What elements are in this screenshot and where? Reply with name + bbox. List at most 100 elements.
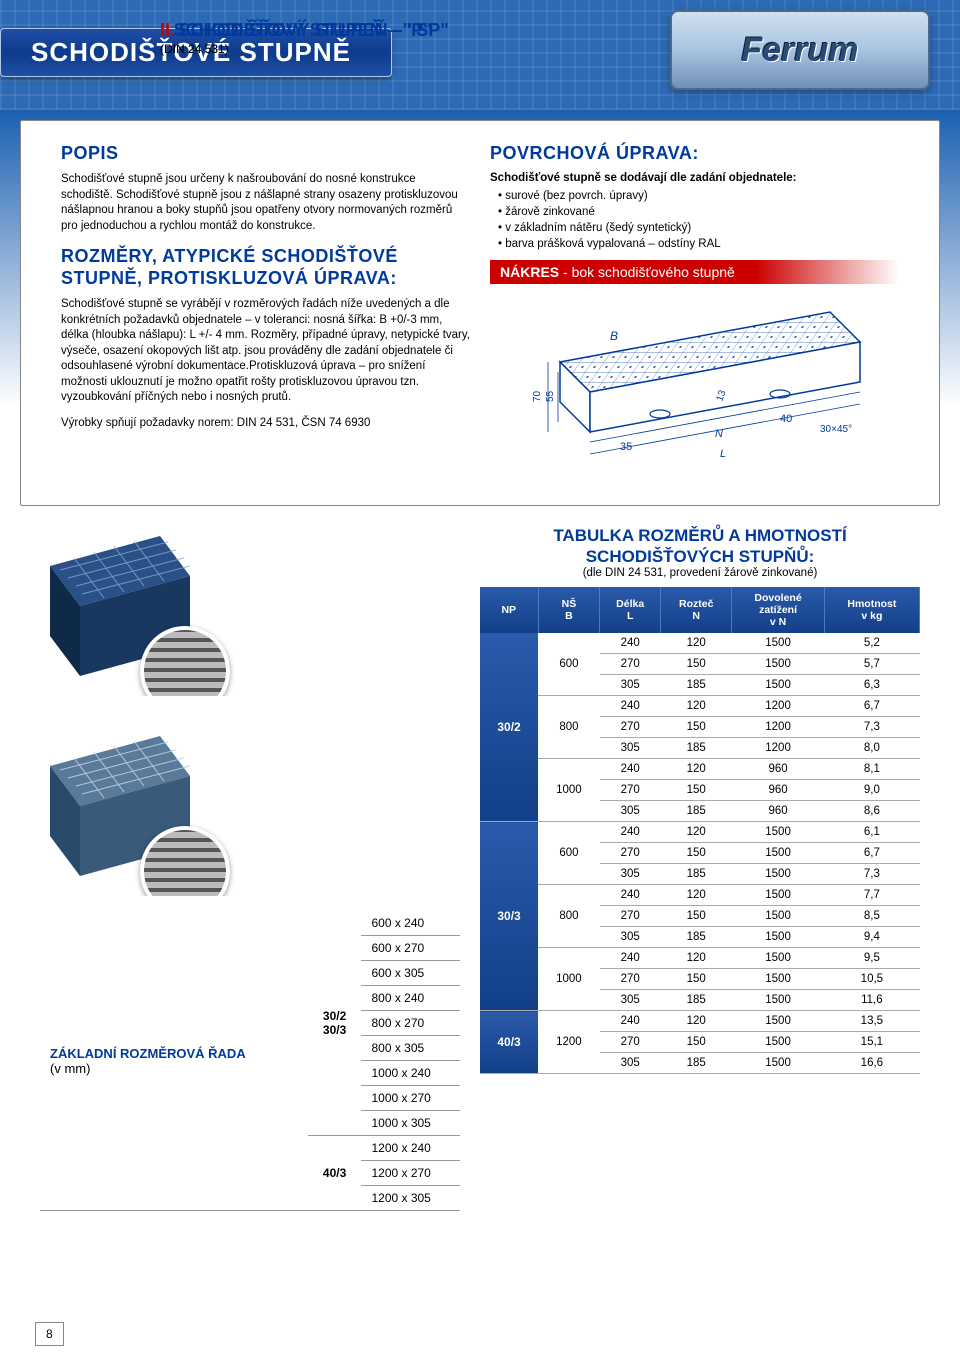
dim-cell: 150 (661, 717, 732, 738)
dim-cell: 6,3 (824, 675, 919, 696)
lower-col-left: I. SCHODIŠŤOVÝ STUPEŇ – "P" (DIN 24 531) (40, 526, 460, 1211)
dim-cell: 1500 (732, 654, 824, 675)
dim-cell: 7,3 (824, 717, 919, 738)
svg-text:70: 70 (532, 391, 543, 403)
dim-np-cell: 30/3 (480, 822, 538, 1011)
dim-cell: 120 (661, 822, 732, 843)
dim-cell: 13,5 (824, 1011, 919, 1032)
dim-cell: 185 (661, 801, 732, 822)
dim-col-header: NŠB (538, 587, 600, 633)
svg-text:30×45°: 30×45° (820, 424, 852, 435)
dim-cell: 11,6 (824, 990, 919, 1011)
dim-col-header: Dovolenézatíženív N (732, 587, 824, 633)
dim-cell: 185 (661, 738, 732, 759)
size-range-table: ZÁKLADNÍ ROZMĚROVÁ ŘADA(v mm)30/230/3600… (40, 911, 460, 1211)
size-cell: 600 x 270 (361, 936, 460, 961)
grating-image-sp (40, 726, 200, 886)
page-number: 8 (35, 1322, 64, 1346)
dim-cell: 8,1 (824, 759, 919, 780)
page-header: SCHODIŠŤOVÉ STUPNĚ Ferrum (0, 0, 960, 110)
dim-cell: 1200 (732, 717, 824, 738)
dim-cell: 1500 (732, 1011, 824, 1032)
dim-cell: 270 (600, 780, 661, 801)
dim-ns-cell: 1200 (538, 1011, 600, 1074)
size-cell: 800 x 240 (361, 986, 460, 1011)
size-cell: 1200 x 270 (361, 1161, 460, 1186)
povrch-list: surové (bez povrch. úpravy) žárově zinko… (490, 188, 899, 252)
popis-text: Schodišťové stupně jsou určeny k našroub… (61, 172, 470, 234)
size-range-header: ZÁKLADNÍ ROZMĚROVÁ ŘADA(v mm) (40, 911, 308, 1211)
dim-cell: 240 (600, 1011, 661, 1032)
dim-cell: 1500 (732, 822, 824, 843)
dim-cell: 240 (600, 696, 661, 717)
dim-cell: 270 (600, 906, 661, 927)
size-cell: 1000 x 240 (361, 1061, 460, 1086)
povrch-heading: POVRCHOVÁ ÚPRAVA: (490, 143, 899, 164)
dim-cell: 240 (600, 759, 661, 780)
rozmery-text-1: Schodišťové stupně se vyrábějí v rozměro… (61, 297, 470, 406)
rozmery-heading: ROZMĚRY, ATYPICKÉ SCHODIŠŤOVÉ STUPNĚ, PR… (61, 246, 470, 289)
dim-cell: 5,7 (824, 654, 919, 675)
dim-cell: 16,6 (824, 1053, 919, 1074)
dim-ns-cell: 600 (538, 822, 600, 885)
size-range-np: 30/230/3 (308, 911, 362, 1136)
dim-cell: 305 (600, 675, 661, 696)
content-col-right: POVRCHOVÁ ÚPRAVA: Schodišťové stupně se … (490, 141, 899, 475)
dim-cell: 270 (600, 843, 661, 864)
dim-cell: 960 (732, 801, 824, 822)
dim-ns-cell: 600 (538, 633, 600, 696)
dim-cell: 305 (600, 801, 661, 822)
dim-cell: 240 (600, 822, 661, 843)
popis-heading: POPIS (61, 143, 470, 164)
dim-cell: 8,6 (824, 801, 919, 822)
dim-cell: 150 (661, 906, 732, 927)
size-cell: 600 x 305 (361, 961, 460, 986)
dim-cell: 305 (600, 738, 661, 759)
dim-cell: 270 (600, 717, 661, 738)
size-cell: 1000 x 270 (361, 1086, 460, 1111)
dim-cell: 6,7 (824, 843, 919, 864)
dim-cell: 120 (661, 948, 732, 969)
nakres-title-strong: NÁKRES (500, 264, 559, 280)
nakres-banner: NÁKRES - bok schodišťového stupně (490, 260, 899, 284)
dim-cell: 1500 (732, 948, 824, 969)
dim-cell: 1500 (732, 927, 824, 948)
dim-cell: 270 (600, 969, 661, 990)
dim-cell: 1500 (732, 990, 824, 1011)
dim-cell: 960 (732, 759, 824, 780)
dim-cell: 240 (600, 948, 661, 969)
dim-cell: 8,0 (824, 738, 919, 759)
dim-col-header: Hmotnostv kg (824, 587, 919, 633)
dim-cell: 120 (661, 633, 732, 654)
povrch-item: surové (bez povrch. úpravy) (498, 188, 899, 204)
dim-cell: 150 (661, 654, 732, 675)
dim-cell: 305 (600, 927, 661, 948)
dim-cell: 185 (661, 990, 732, 1011)
dim-col-header: NP (480, 587, 538, 633)
povrch-item: barva prášková vypalovaná – odstíny RAL (498, 236, 899, 252)
dim-table-title: TABULKA ROZMĚRŮ A HMOTNOSTÍ SCHODIŠŤOVÝC… (480, 526, 920, 567)
dim-ns-cell: 1000 (538, 948, 600, 1011)
dim-cell: 270 (600, 1032, 661, 1053)
dim-cell: 270 (600, 654, 661, 675)
dim-cell: 1500 (732, 864, 824, 885)
dim-cell: 1500 (732, 1032, 824, 1053)
dim-cell: 150 (661, 843, 732, 864)
dim-cell: 1200 (732, 738, 824, 759)
size-cell: 1000 x 305 (361, 1111, 460, 1136)
content-col-left: POPIS Schodišťové stupně jsou určeny k n… (61, 141, 470, 475)
dim-table-sub: (dle DIN 24 531, provedení žárově zinkov… (480, 567, 920, 579)
grating-image-p (40, 526, 200, 686)
dim-cell: 5,2 (824, 633, 919, 654)
dim-cell: 150 (661, 1032, 732, 1053)
dim-cell: 120 (661, 885, 732, 906)
dim-cell: 1500 (732, 843, 824, 864)
dim-np-cell: 40/3 (480, 1011, 538, 1074)
dim-np-cell: 30/2 (480, 633, 538, 822)
dim-cell: 120 (661, 696, 732, 717)
dim-cell: 7,3 (824, 864, 919, 885)
dim-cell: 305 (600, 1053, 661, 1074)
dim-col-header: RoztečN (661, 587, 732, 633)
logo: Ferrum (670, 10, 930, 90)
svg-text:40: 40 (780, 413, 792, 425)
